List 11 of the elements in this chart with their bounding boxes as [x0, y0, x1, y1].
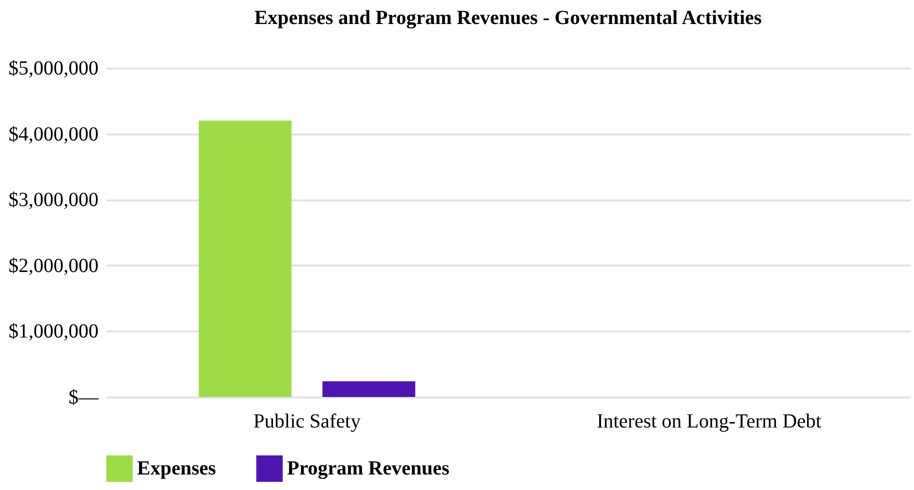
- x-tick-label: Interest on Long-Term Debt: [596, 410, 822, 432]
- legend-label: Program Revenues: [287, 458, 450, 480]
- chart-title: Expenses and Program Revenues - Governmental Activities: [254, 7, 762, 29]
- legend-label: Expenses: [137, 458, 216, 480]
- y-tick-label: $—: [68, 386, 100, 408]
- y-tick-label: $1,000,000: [8, 320, 98, 343]
- y-tick-label: $5,000,000: [8, 58, 98, 80]
- y-tick-label: $2,000,000: [8, 254, 98, 277]
- y-tick-label: $3,000,000: [8, 189, 98, 212]
- x-tick-label: Public Safety: [253, 410, 361, 432]
- y-tick-label: $4,000,000: [8, 123, 98, 146]
